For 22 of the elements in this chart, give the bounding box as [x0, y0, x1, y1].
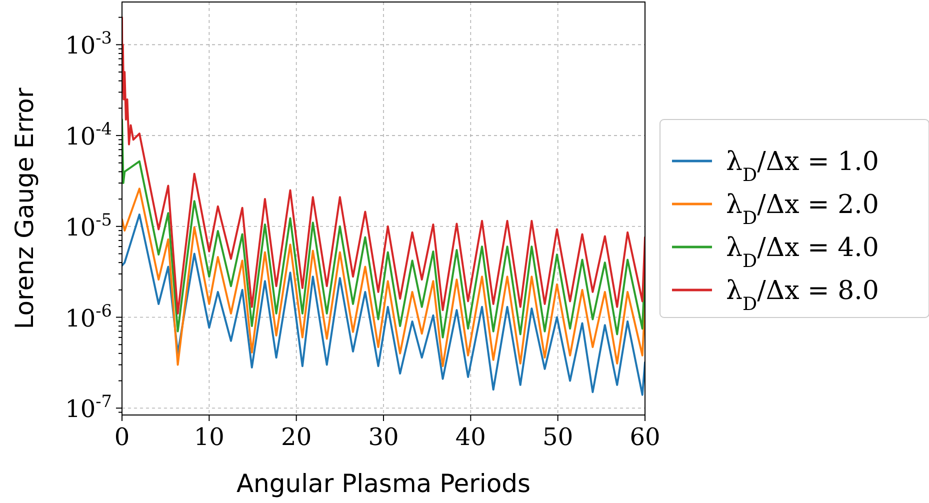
y-tick-label: 10$^{-6}$	[65, 300, 112, 332]
y-tick-label: 10$^{-4}$	[65, 118, 112, 151]
y-tick-label: 10$^{-5}$	[65, 209, 112, 242]
y-tick-label: 10$^{-3}$	[65, 28, 112, 60]
y-tick-label: 10$^{-7}$	[65, 391, 112, 424]
x-tick-label: 50	[542, 423, 574, 451]
x-tick-label: 20	[281, 423, 312, 451]
x-tick-label: 30	[368, 423, 399, 451]
x-tick-label: 40	[455, 423, 486, 451]
x-tick-label: 10	[194, 423, 224, 451]
x-tick-label: 60	[630, 423, 660, 451]
x-axis-title: Angular Plasma Periods	[236, 469, 531, 498]
line-series	[122, 214, 645, 396]
x-tick-label: 0	[114, 423, 130, 451]
y-axis-title: Lorenz Gauge Error	[10, 87, 39, 330]
line-series	[122, 188, 645, 368]
legend-label: λ$_{D}$/Δx = 8.0	[726, 276, 879, 314]
legend-label: λ$_{D}$/Δx = 2.0	[726, 190, 879, 228]
line-series	[122, 16, 645, 314]
legend-label: λ$_{D}$/Δx = 4.0	[726, 233, 879, 272]
line-series	[122, 118, 645, 338]
legend-label: λ$_{D}$/Δx = 1.0	[726, 147, 879, 186]
